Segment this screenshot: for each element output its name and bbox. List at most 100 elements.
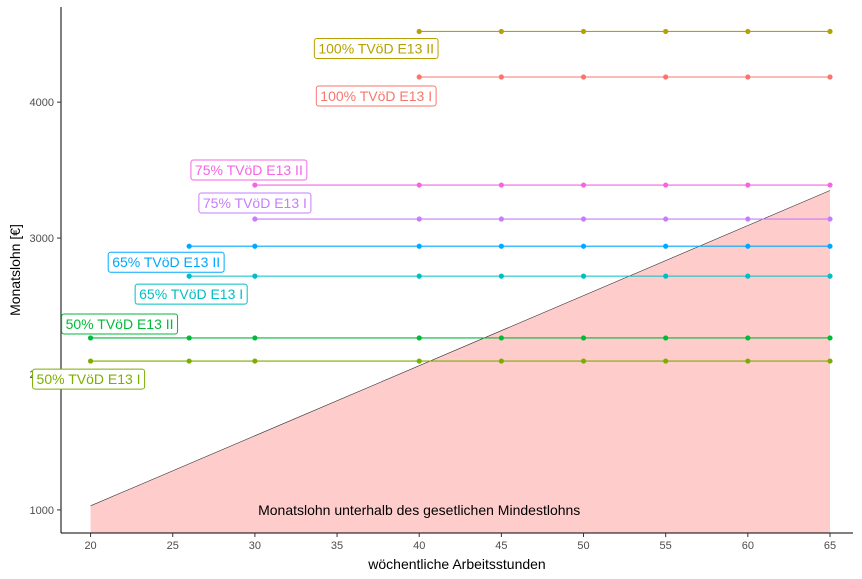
series-point — [252, 358, 258, 364]
y-tick-label: 4000 — [30, 97, 54, 109]
series-point — [416, 216, 422, 222]
series-point — [252, 243, 258, 249]
series-point — [580, 335, 587, 341]
series-point — [498, 243, 504, 249]
series-point — [580, 358, 587, 364]
x-tick-label: 50 — [577, 540, 589, 552]
min-wage-area — [90, 190, 830, 533]
y-tick-label: 3000 — [30, 233, 54, 245]
series-label-text: 50% TVöD E13 II — [66, 316, 174, 332]
series-label-text: 100% TVöD E13 I — [320, 88, 432, 104]
series-point — [186, 358, 192, 364]
series-point — [498, 28, 504, 35]
series-point — [745, 273, 751, 279]
series-point — [498, 273, 504, 279]
x-tick-label: 25 — [167, 540, 179, 552]
series-label-box — [315, 85, 437, 107]
series-point — [498, 358, 504, 364]
min-wage-line — [90, 190, 831, 507]
axes-layer: 202530354045505560651000200030004000 — [30, 7, 853, 552]
series-label-box — [107, 251, 225, 273]
series-label-text: 65% TVöD E13 II — [112, 254, 220, 270]
series-point — [663, 216, 669, 222]
series-label: 100% TVöD E13 II — [313, 37, 439, 59]
series-label-box — [313, 37, 439, 59]
series-point — [87, 358, 94, 364]
series-point — [745, 182, 751, 188]
series-label-text: 65% TVöD E13 I — [139, 286, 243, 302]
series-label-box — [190, 159, 308, 181]
series-point — [745, 28, 751, 35]
label-layer: 100% TVöD E13 II 100% TVöD E13 I 75% TVöD … — [32, 37, 439, 390]
series-point — [498, 74, 504, 80]
area-annotation: Monatslohn unterhalb des gesetlichen Min… — [258, 502, 580, 518]
series-point — [498, 216, 504, 222]
series-point — [663, 243, 669, 249]
series-point — [827, 182, 833, 188]
series-point — [252, 335, 258, 341]
series-label-text: 75% TVöD E13 I — [203, 195, 307, 211]
series-label-box — [198, 192, 312, 214]
series-point — [252, 216, 258, 222]
series-point — [186, 243, 192, 249]
series-point — [87, 335, 94, 341]
series-point — [186, 273, 192, 279]
series-point — [416, 273, 422, 279]
series-layer — [87, 28, 833, 364]
series-point — [827, 273, 833, 279]
series-point — [745, 243, 751, 249]
series-point — [663, 358, 669, 364]
series-point — [580, 182, 587, 188]
series-point — [745, 335, 751, 341]
series-point — [663, 335, 669, 341]
series-label: 65% TVöD E13 II — [107, 251, 225, 273]
series-point — [827, 335, 833, 341]
series-point — [580, 273, 587, 279]
x-tick-label: 45 — [495, 540, 507, 552]
y-axis-title: Monatslohn [€] — [7, 224, 23, 316]
series-point — [580, 74, 587, 80]
series-label: 50% TVöD E13 I — [32, 368, 146, 390]
series-point — [745, 216, 751, 222]
x-tick-label: 60 — [742, 540, 754, 552]
x-tick-label: 20 — [84, 540, 96, 552]
series-point — [416, 28, 422, 35]
series-point — [827, 216, 833, 222]
series-point — [580, 28, 587, 35]
series-label: 100% TVöD E13 I — [315, 85, 437, 107]
series-label-text: 50% TVöD E13 I — [37, 371, 141, 387]
series-label-text: 75% TVöD E13 II — [195, 162, 303, 178]
series-point — [827, 243, 833, 249]
series-point — [663, 74, 669, 80]
x-tick-label: 35 — [331, 540, 343, 552]
series-point — [827, 74, 833, 80]
series-point — [252, 273, 258, 279]
series-point — [498, 335, 504, 341]
series-label-box — [32, 368, 146, 390]
series-label-box — [134, 283, 248, 305]
series-label-box — [61, 313, 179, 335]
series-label: 50% TVöD E13 II — [61, 313, 179, 335]
series-point — [416, 335, 422, 341]
series-label: 75% TVöD E13 I — [198, 192, 312, 214]
series-point — [663, 182, 669, 188]
x-tick-label: 30 — [249, 540, 261, 552]
series-point — [498, 182, 504, 188]
x-axis-title: wöchentliche Arbeitsstunden — [367, 556, 545, 572]
y-tick-label: 1000 — [30, 505, 54, 517]
series-point — [416, 358, 422, 364]
series-point — [745, 74, 751, 80]
series-label: 65% TVöD E13 I — [134, 283, 248, 305]
series-point — [580, 243, 587, 249]
series-point — [186, 335, 192, 341]
series-label: 75% TVöD E13 II — [190, 159, 308, 181]
series-point — [416, 74, 422, 80]
series-point — [252, 182, 258, 188]
series-point — [580, 216, 587, 222]
series-point — [827, 358, 833, 364]
series-point — [416, 182, 422, 188]
x-tick-label: 55 — [660, 540, 672, 552]
x-tick-label: 40 — [413, 540, 425, 552]
series-label-text: 100% TVöD E13 II — [318, 40, 434, 56]
